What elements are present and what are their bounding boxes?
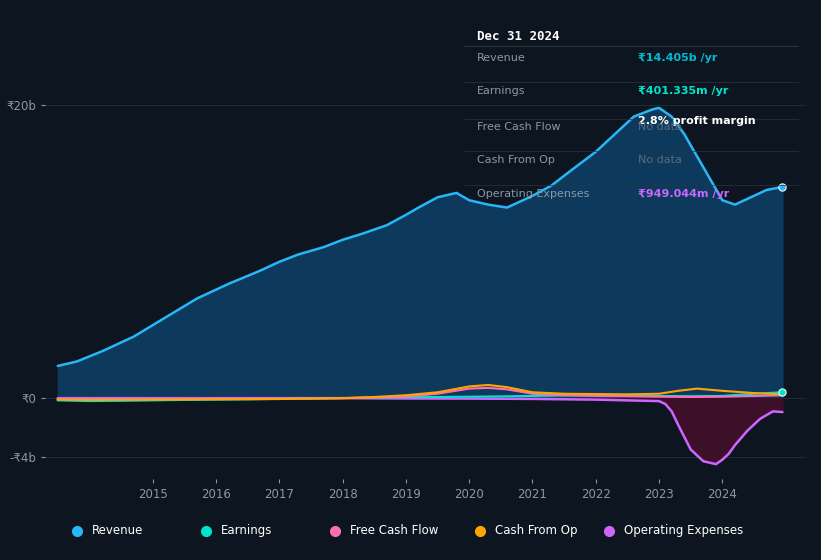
Text: Free Cash Flow: Free Cash Flow: [351, 524, 438, 537]
Text: No data: No data: [638, 156, 682, 165]
Text: Free Cash Flow: Free Cash Flow: [477, 122, 561, 132]
Text: Earnings: Earnings: [477, 86, 525, 96]
Text: 2.8% profit margin: 2.8% profit margin: [638, 115, 755, 125]
Text: No data: No data: [638, 122, 682, 132]
Text: Operating Expenses: Operating Expenses: [477, 189, 589, 199]
Text: Cash From Op: Cash From Op: [477, 156, 555, 165]
Text: Earnings: Earnings: [222, 524, 273, 537]
Text: ₹401.335m /yr: ₹401.335m /yr: [638, 86, 728, 96]
Text: Operating Expenses: Operating Expenses: [624, 524, 743, 537]
Text: Revenue: Revenue: [92, 524, 144, 537]
Text: Cash From Op: Cash From Op: [495, 524, 577, 537]
Text: Revenue: Revenue: [477, 53, 526, 63]
Text: ₹14.405b /yr: ₹14.405b /yr: [638, 53, 718, 63]
Text: Dec 31 2024: Dec 31 2024: [477, 30, 560, 44]
Text: ₹949.044m /yr: ₹949.044m /yr: [638, 189, 729, 199]
